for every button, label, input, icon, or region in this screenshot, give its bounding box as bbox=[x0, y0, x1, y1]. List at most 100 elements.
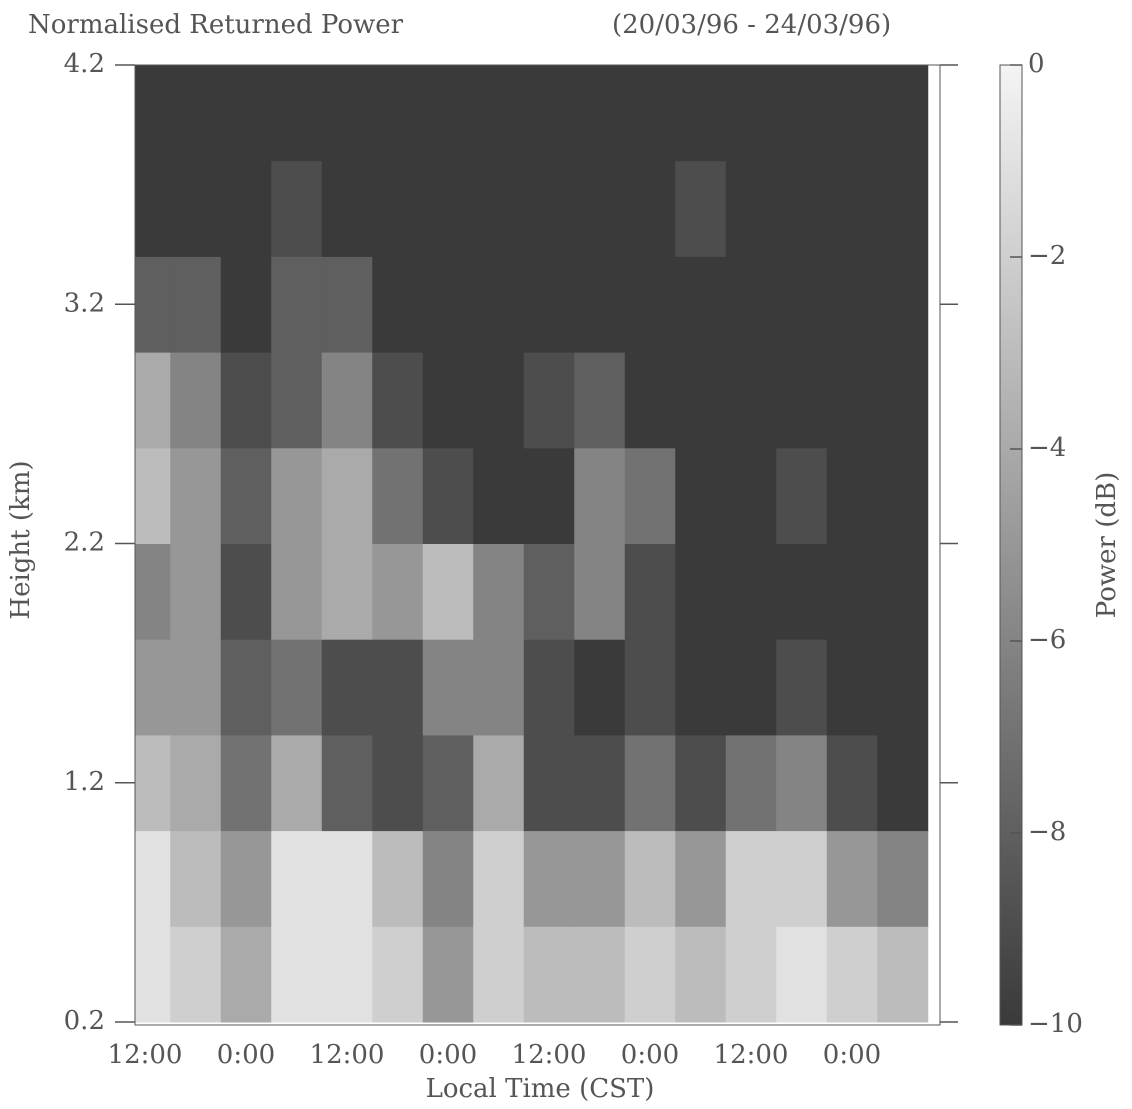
heatmap-cell bbox=[271, 352, 323, 449]
heatmap-cell bbox=[422, 160, 474, 257]
heatmap-cell bbox=[135, 160, 171, 257]
colorbar-label: Power (dB) bbox=[1092, 472, 1122, 618]
heatmap-cell bbox=[170, 639, 222, 736]
chart-subtitle: (20/03/96 - 24/03/96) bbox=[612, 10, 891, 40]
heatmap-cell bbox=[135, 734, 171, 832]
heatmap-cell bbox=[776, 160, 828, 257]
heatmap-cell bbox=[135, 65, 171, 162]
heatmap-cell bbox=[372, 65, 424, 162]
heatmap-cell bbox=[826, 447, 878, 544]
heatmap-cell bbox=[725, 65, 777, 162]
heatmap-cell bbox=[321, 639, 373, 736]
colorbar-tick-label: 0 bbox=[1028, 49, 1045, 79]
heatmap-cell bbox=[321, 734, 373, 832]
heatmap-cell bbox=[321, 543, 373, 640]
heatmap-cell bbox=[523, 926, 575, 1023]
x-tick-label: 12:00 bbox=[108, 1040, 183, 1070]
heatmap-cell bbox=[523, 447, 575, 544]
heatmap-cell bbox=[624, 65, 676, 162]
heatmap-cell bbox=[135, 830, 171, 927]
heatmap-cell bbox=[574, 543, 626, 640]
heatmap-cell bbox=[725, 352, 777, 449]
heatmap-cell bbox=[271, 160, 323, 257]
heatmap-cell bbox=[372, 926, 424, 1023]
heatmap-cell bbox=[220, 352, 272, 449]
heatmap-cell bbox=[321, 256, 373, 353]
heatmap-cell bbox=[574, 639, 626, 736]
heatmap-cell bbox=[725, 256, 777, 353]
heatmap-cell bbox=[220, 926, 272, 1023]
heatmap-cell bbox=[473, 447, 525, 544]
heatmap-cell bbox=[170, 734, 222, 832]
heatmap-cell bbox=[675, 543, 727, 640]
heatmap-cell bbox=[624, 734, 676, 832]
heatmap-cell bbox=[826, 65, 878, 162]
heatmap-cell bbox=[473, 65, 525, 162]
heatmap-cell bbox=[170, 447, 222, 544]
heatmap-cell bbox=[372, 639, 424, 736]
heatmap-cell bbox=[135, 926, 171, 1023]
plot-frame bbox=[134, 64, 941, 1026]
heatmap-cell bbox=[422, 256, 474, 353]
heatmap-cell bbox=[624, 352, 676, 449]
heatmap-cell bbox=[877, 734, 929, 832]
heatmap-cell bbox=[170, 352, 222, 449]
heatmap-cell bbox=[422, 639, 474, 736]
heatmap-cell bbox=[574, 352, 626, 449]
heatmap-cell bbox=[523, 830, 575, 927]
heatmap-cell bbox=[877, 639, 929, 736]
heatmap-cell bbox=[776, 352, 828, 449]
heatmap-cell bbox=[675, 734, 727, 832]
heatmap-cell bbox=[473, 926, 525, 1023]
heatmap-cell bbox=[321, 65, 373, 162]
heatmap-cell bbox=[170, 256, 222, 353]
heatmap-cell bbox=[271, 447, 323, 544]
heatmap-cell bbox=[523, 639, 575, 736]
heatmap-cell bbox=[725, 160, 777, 257]
heatmap-cell bbox=[220, 65, 272, 162]
colorbar-tick-label: −4 bbox=[1028, 433, 1066, 463]
heatmap-cell bbox=[574, 926, 626, 1023]
heatmap-cell bbox=[776, 639, 828, 736]
heatmap-cell bbox=[220, 543, 272, 640]
heatmap-cell bbox=[624, 926, 676, 1023]
y-tick-label: 3.2 bbox=[64, 288, 105, 318]
heatmap-cell bbox=[624, 543, 676, 640]
colorbar-tick-label: −8 bbox=[1028, 817, 1066, 847]
colorbar-tick-label: −10 bbox=[1028, 1009, 1083, 1039]
heatmap-cell bbox=[523, 256, 575, 353]
heatmap-cell bbox=[725, 639, 777, 736]
heatmap-cell bbox=[725, 830, 777, 927]
heatmap-cell bbox=[220, 256, 272, 353]
heatmap-cell bbox=[877, 352, 929, 449]
heatmap-cell bbox=[321, 830, 373, 927]
y-axis-label: Height (km) bbox=[6, 460, 36, 619]
heatmap-cell bbox=[776, 65, 828, 162]
heatmap-cell bbox=[624, 447, 676, 544]
heatmap-cell bbox=[725, 734, 777, 832]
heatmap-cell bbox=[220, 734, 272, 832]
heatmap-cell bbox=[675, 160, 727, 257]
heatmap-cell bbox=[725, 926, 777, 1023]
heatmap-cell bbox=[776, 256, 828, 353]
heatmap-cell bbox=[135, 447, 171, 544]
heatmap-cell bbox=[624, 256, 676, 353]
heatmap-cell bbox=[574, 160, 626, 257]
heatmap-cell bbox=[271, 926, 323, 1023]
heatmap-cell bbox=[422, 926, 474, 1023]
heatmap-cell bbox=[170, 160, 222, 257]
heatmap-cell bbox=[271, 256, 323, 353]
heatmap-cell bbox=[574, 830, 626, 927]
heatmap-cell bbox=[523, 352, 575, 449]
heatmap-cell bbox=[826, 352, 878, 449]
colorbar-tick-label: −2 bbox=[1028, 241, 1066, 271]
heatmap-cell bbox=[170, 926, 222, 1023]
heatmap-cell bbox=[321, 160, 373, 257]
heatmap-cell bbox=[271, 734, 323, 832]
heatmap-cell bbox=[776, 447, 828, 544]
heatmap-cell bbox=[624, 639, 676, 736]
heatmap-cell bbox=[473, 830, 525, 927]
heatmap-cell bbox=[422, 734, 474, 832]
heatmap-cell bbox=[826, 256, 878, 353]
